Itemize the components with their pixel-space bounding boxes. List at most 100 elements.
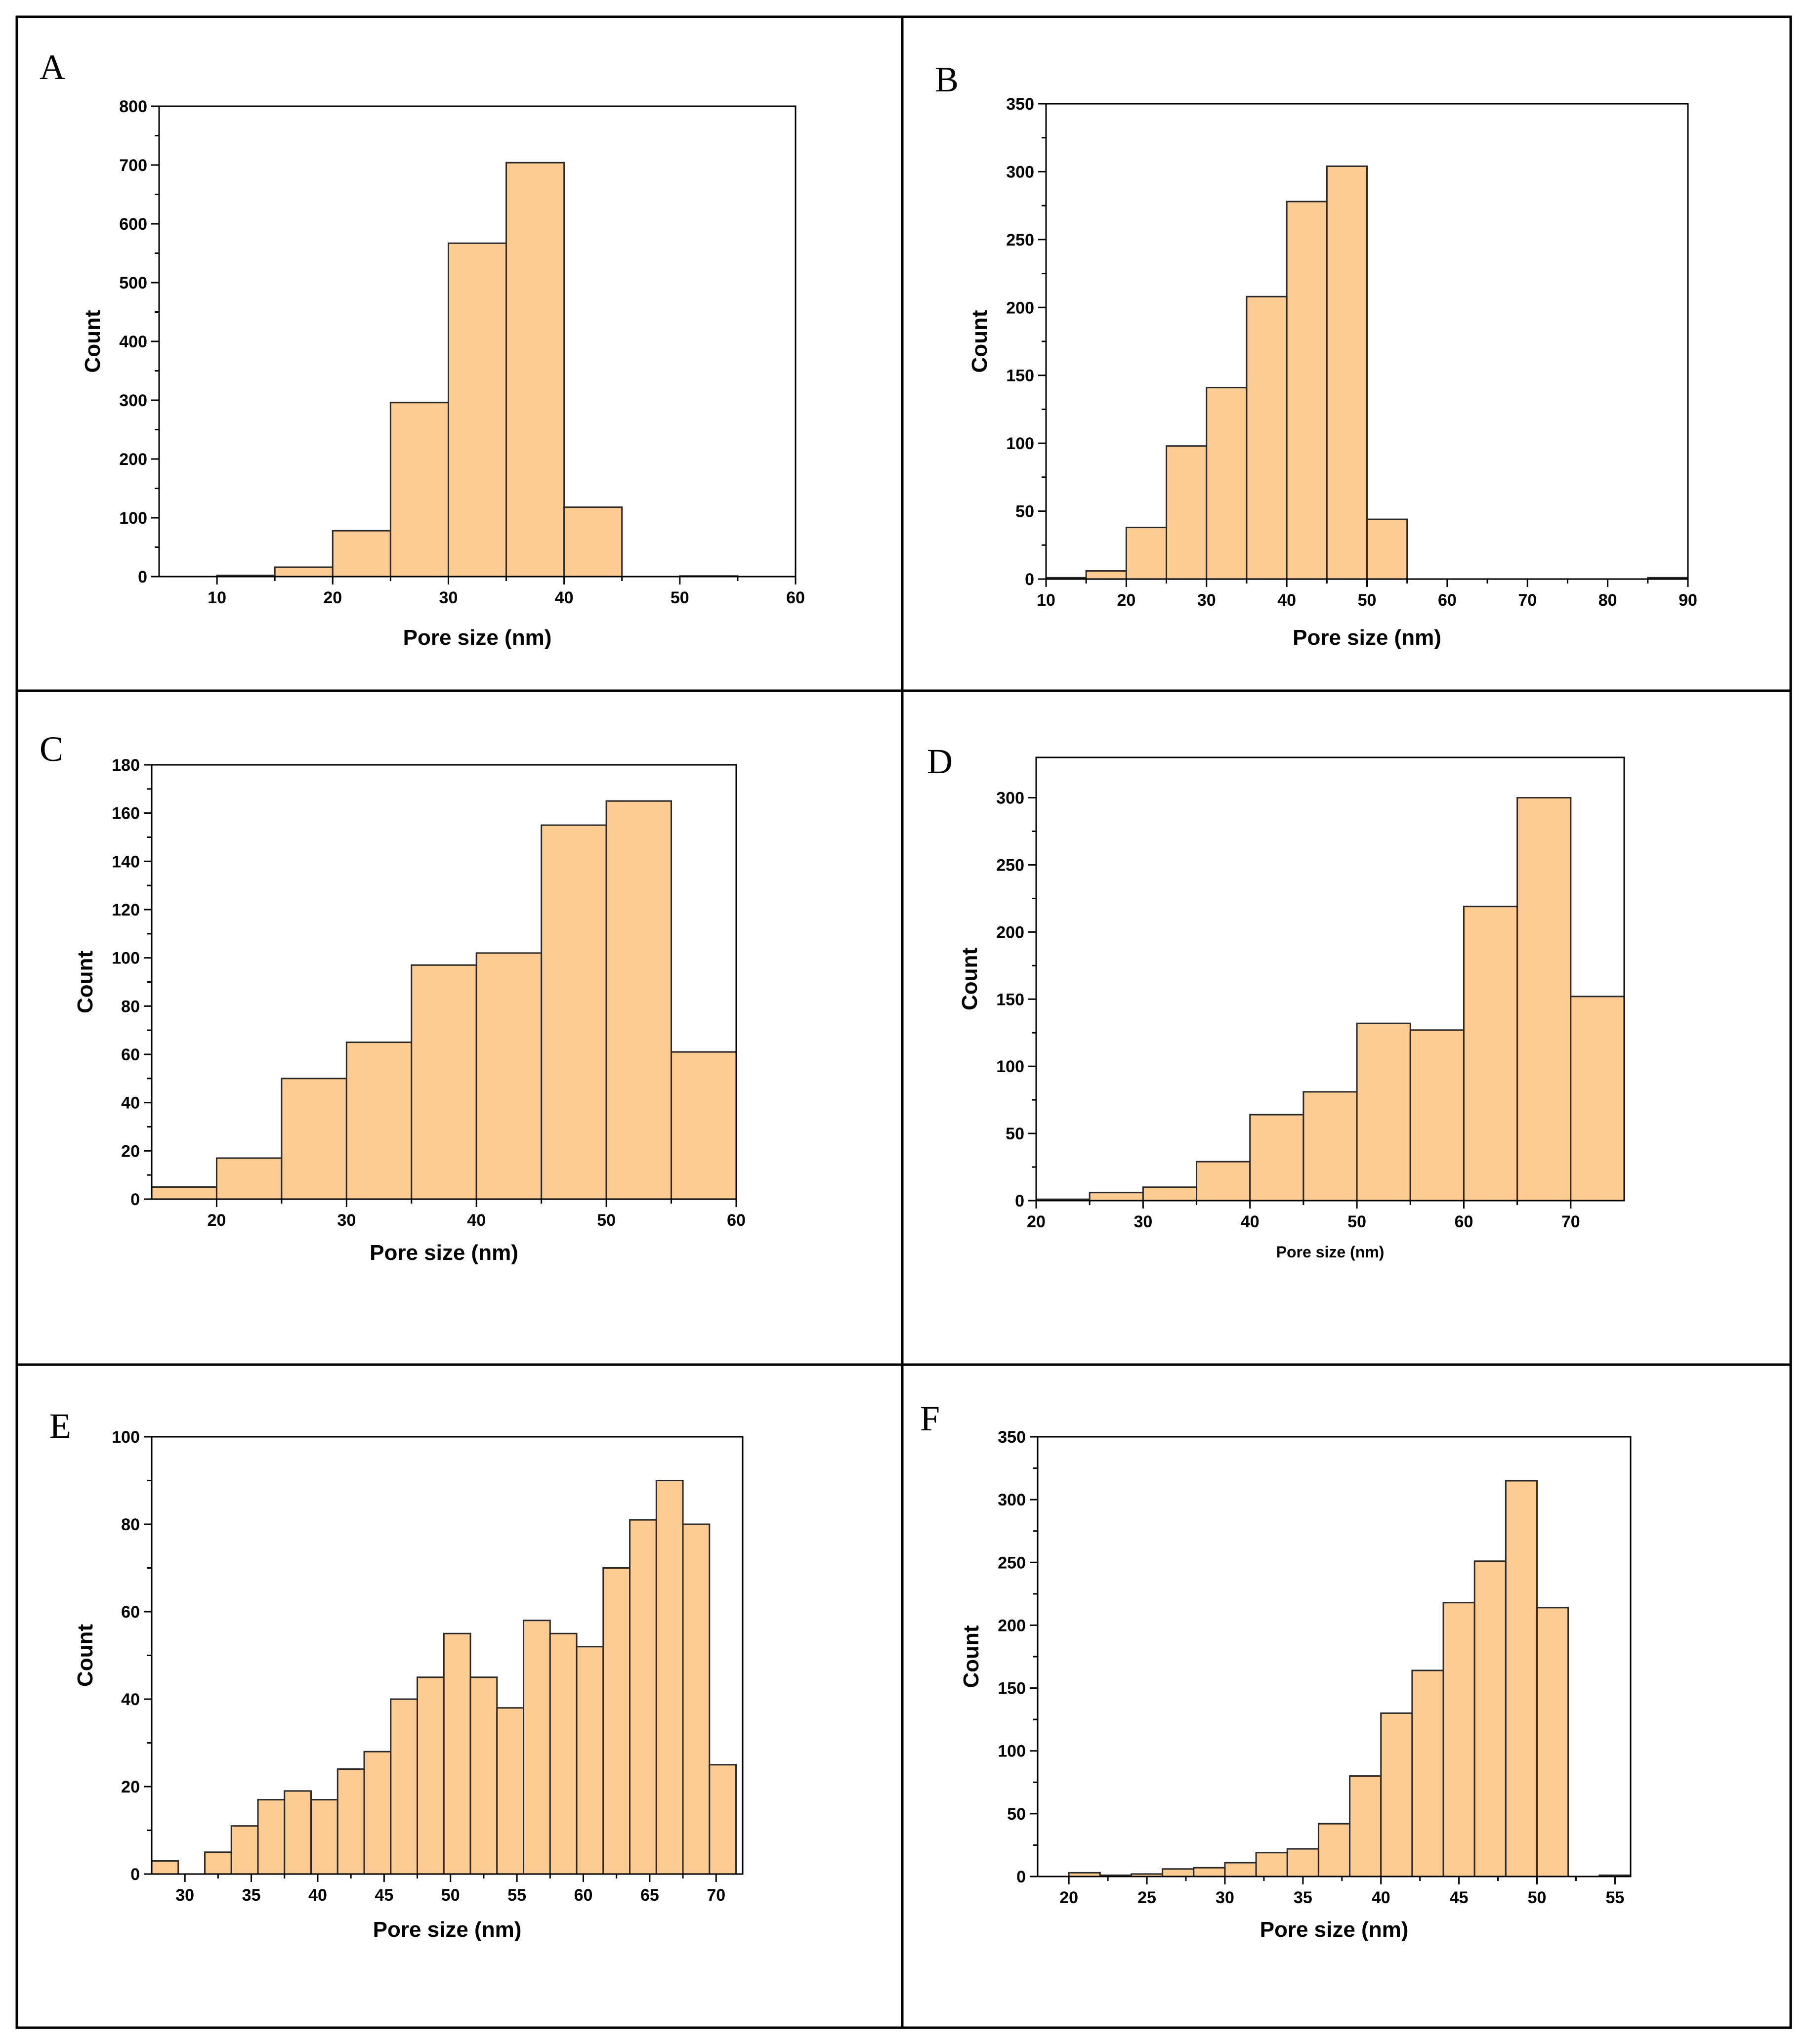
x-tick-label-a-4: 50 xyxy=(671,588,689,607)
x-tick-label-f-6: 50 xyxy=(1528,1888,1547,1907)
bar-a-2 xyxy=(332,530,391,578)
y-tick-label-a-6: 600 xyxy=(119,215,147,234)
bar-d-5 xyxy=(1303,1091,1358,1202)
y-tick-label-c-7: 140 xyxy=(112,852,140,871)
chart-panel-c: C 0 20 40 60 80 100 120 140 160 180 20 30 40 50 60 Pore … xyxy=(40,729,746,1265)
bar-d-7 xyxy=(1409,1029,1465,1202)
x-tick-label-e-6: 60 xyxy=(574,1886,593,1905)
bar-e-4 xyxy=(257,1799,286,1875)
x-tick-label-b-4: 50 xyxy=(1358,591,1377,610)
bar-a-4 xyxy=(447,242,507,578)
x-tick-label-e-3: 45 xyxy=(375,1886,393,1905)
plot-frame-d xyxy=(1035,756,1625,1202)
y-tick-label-c-3: 60 xyxy=(121,1045,140,1064)
x-tick-label-d-1: 30 xyxy=(1134,1212,1152,1231)
y-tick-label-e-2: 40 xyxy=(121,1690,140,1709)
x-tick-label-b-6: 70 xyxy=(1518,591,1537,610)
x-axis-title-a: Pore size (nm) xyxy=(403,626,552,650)
y-tick-label-a-0: 0 xyxy=(138,568,147,586)
y-tick-label-b-7: 350 xyxy=(1006,95,1034,114)
y-tick-label-c-5: 100 xyxy=(112,949,140,968)
bar-e-16 xyxy=(576,1646,604,1875)
x-tick-label-a-1: 20 xyxy=(323,588,342,607)
y-tick-label-c-0: 0 xyxy=(130,1190,140,1209)
y-tick-label-e-5: 100 xyxy=(112,1428,140,1447)
bar-a-6 xyxy=(563,506,623,578)
y-tick-label-b-3: 150 xyxy=(1006,367,1034,385)
x-tick-label-d-0: 20 xyxy=(1027,1212,1046,1231)
bar-b-7 xyxy=(1326,165,1368,580)
bar-e-11 xyxy=(443,1632,471,1875)
bar-e-13 xyxy=(496,1707,525,1875)
bar-c-3 xyxy=(345,1042,413,1200)
bar-c-8 xyxy=(671,1051,737,1200)
y-tick-label-a-1: 100 xyxy=(119,509,147,528)
x-tick-label-e-1: 35 xyxy=(242,1886,261,1905)
x-tick-label-f-7: 55 xyxy=(1606,1888,1625,1907)
y-tick-label-d-1: 50 xyxy=(1006,1125,1024,1143)
x-axis-title-e: Pore size (nm) xyxy=(373,1918,522,1942)
bar-f-8 xyxy=(1317,1823,1351,1877)
x-tick-label-f-1: 25 xyxy=(1137,1888,1156,1907)
x-tick-label-f-2: 30 xyxy=(1216,1888,1234,1907)
bar-b-2 xyxy=(1125,527,1168,580)
bar-e-0 xyxy=(151,1860,179,1875)
chart-panel-d: D 0 50 100 150 200 250 300 20 30 40 50 60 70 Pore size… xyxy=(927,742,1625,1261)
chart-panel-f: F 0 50 100 150 200 250 300 350 20 25 30 35 40 45 50 55 Po… xyxy=(920,1399,1632,1942)
y-tick-label-c-4: 80 xyxy=(121,997,140,1016)
y-tick-label-b-6: 300 xyxy=(1006,163,1034,181)
bar-e-19 xyxy=(655,1480,684,1875)
y-tick-label-a-2: 200 xyxy=(119,450,147,469)
bar-e-2 xyxy=(204,1851,232,1875)
x-tick-label-e-0: 30 xyxy=(175,1886,194,1905)
y-tick-label-a-4: 400 xyxy=(119,333,147,351)
bar-e-3 xyxy=(230,1825,259,1875)
y-tick-label-d-5: 250 xyxy=(996,856,1024,875)
x-tick-label-d-2: 40 xyxy=(1241,1212,1260,1231)
bar-d-6 xyxy=(1356,1022,1411,1202)
y-axis-title-c: Count xyxy=(73,951,97,1013)
y-tick-label-f-4: 200 xyxy=(998,1616,1026,1635)
bar-c-5 xyxy=(475,952,543,1200)
y-tick-label-e-1: 20 xyxy=(121,1778,140,1796)
x-tick-label-c-0: 20 xyxy=(208,1211,226,1230)
x-tick-label-d-4: 60 xyxy=(1455,1212,1473,1231)
x-tick-label-b-1: 20 xyxy=(1117,591,1135,610)
x-axis-title-d: Pore size (nm) xyxy=(1276,1243,1385,1261)
bar-c-1 xyxy=(215,1157,283,1200)
outer-border xyxy=(15,15,1792,2029)
y-tick-label-a-7: 700 xyxy=(119,156,147,175)
x-tick-label-b-8: 90 xyxy=(1679,591,1697,610)
bar-c-7 xyxy=(605,800,672,1200)
x-tick-label-f-3: 35 xyxy=(1294,1888,1312,1907)
y-tick-label-f-0: 0 xyxy=(1016,1868,1026,1886)
bar-f-15 xyxy=(1536,1607,1569,1877)
y-tick-label-a-3: 300 xyxy=(119,391,147,410)
y-tick-label-c-2: 40 xyxy=(121,1094,140,1113)
y-tick-label-d-4: 200 xyxy=(996,923,1024,942)
y-tick-label-c-6: 120 xyxy=(112,901,140,919)
bar-a-1 xyxy=(274,566,334,578)
y-tick-label-b-1: 50 xyxy=(1015,502,1034,521)
bar-e-6 xyxy=(310,1799,338,1875)
x-tick-label-e-2: 40 xyxy=(308,1886,327,1905)
x-tick-label-a-2: 30 xyxy=(439,588,458,607)
bar-b-1 xyxy=(1085,570,1127,580)
bar-f-10 xyxy=(1380,1712,1413,1877)
panel-label-b: B xyxy=(935,60,959,99)
y-tick-label-d-0: 0 xyxy=(1015,1192,1024,1210)
bar-a-3 xyxy=(389,402,449,578)
y-axis-title-b: Count xyxy=(967,310,992,373)
bar-e-7 xyxy=(336,1768,365,1875)
y-axis-title-e: Count xyxy=(73,1624,97,1687)
bar-d-10 xyxy=(1570,996,1625,1202)
y-tick-label-f-5: 250 xyxy=(998,1553,1026,1572)
bar-e-18 xyxy=(629,1519,657,1875)
y-tick-label-b-0: 0 xyxy=(1025,570,1034,589)
bar-c-0 xyxy=(151,1186,217,1200)
x-tick-label-c-4: 60 xyxy=(727,1211,746,1230)
bar-f-9 xyxy=(1349,1775,1382,1877)
x-axis-title-b: Pore size (nm) xyxy=(1293,626,1441,650)
bar-f-5 xyxy=(1224,1862,1257,1877)
